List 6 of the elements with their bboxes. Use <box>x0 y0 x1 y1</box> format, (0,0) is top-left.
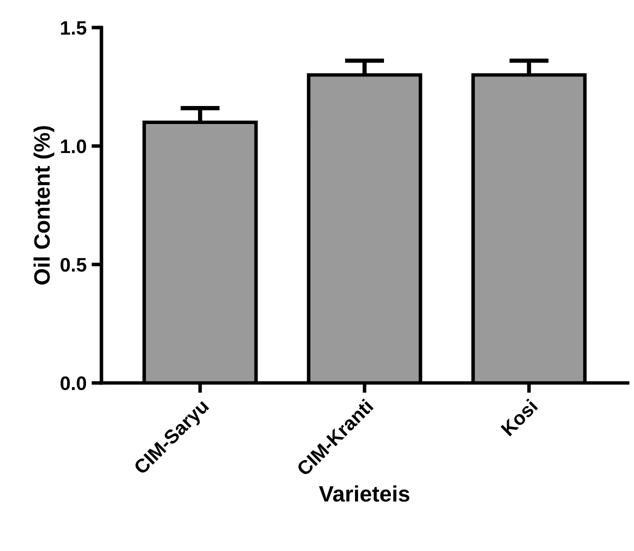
y-axis-title: Oil Content (%) <box>34 126 54 285</box>
x-axis-title: Varieteis <box>318 485 410 502</box>
y-tick-label: 0.0 <box>60 376 86 390</box>
y-tick-label: 1.5 <box>61 21 86 35</box>
y-tick-label: 1.0 <box>61 139 86 154</box>
y-tick-label: 0.5 <box>60 258 86 272</box>
